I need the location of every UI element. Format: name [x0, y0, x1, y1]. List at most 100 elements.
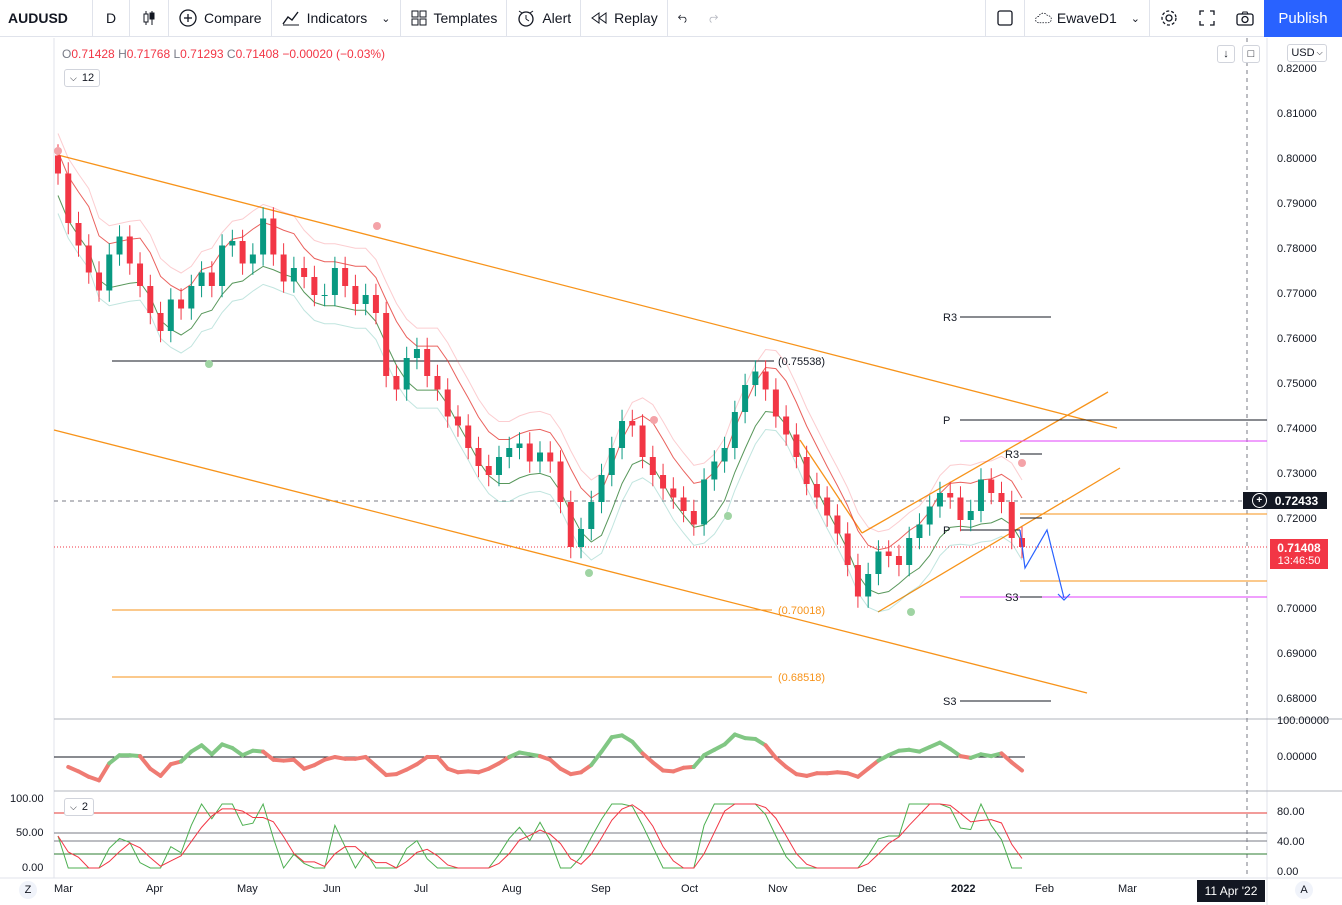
candle-body — [147, 286, 154, 313]
oscillator-segment — [948, 746, 963, 759]
trend-segment[interactable] — [799, 439, 863, 534]
candle-body — [301, 268, 308, 277]
oscillator-segment — [189, 743, 204, 754]
alert-button[interactable]: Alert — [507, 0, 580, 37]
candle-body — [998, 493, 1005, 502]
candle-body — [434, 376, 441, 390]
bollinger-bands — [57, 133, 1023, 613]
candle-body — [208, 272, 215, 286]
divider — [92, 0, 93, 37]
plus-circle-icon[interactable]: + — [1251, 493, 1267, 508]
oscillator-segment — [630, 739, 645, 756]
time-axis-label: Jun — [323, 883, 341, 895]
compare-button[interactable]: Compare — [169, 0, 271, 37]
candle-body — [967, 511, 974, 520]
candle-body — [619, 421, 626, 448]
osc-axis-label: 0.00000 — [1277, 751, 1317, 763]
arrow-down-icon: ↓ — [1223, 48, 1229, 60]
stochastic-series — [57, 802, 1023, 870]
expand-icon — [1199, 10, 1215, 26]
oscillator-segment — [599, 735, 614, 754]
oscillator-segment — [691, 753, 707, 769]
auto-scale-button[interactable]: A — [1295, 881, 1313, 899]
snapshot-button[interactable] — [1226, 0, 1264, 37]
candlestick-series — [55, 144, 1025, 608]
layout-name: EwaveD1 — [1056, 10, 1117, 26]
candle-body — [454, 416, 461, 426]
candle-body — [290, 268, 297, 282]
price-axis-label: 0.69000 — [1277, 648, 1317, 660]
divider — [580, 0, 582, 37]
settings-button[interactable] — [1150, 0, 1188, 37]
rising-channel-lower[interactable] — [877, 467, 1121, 613]
templates-button[interactable]: Templates — [401, 0, 507, 37]
camera-icon — [1236, 11, 1254, 26]
oscillator-segment — [138, 754, 153, 771]
oscillator-segment — [414, 755, 430, 767]
pivot-label: R3 — [943, 312, 957, 324]
price-axis-label: 0.79000 — [1277, 198, 1317, 210]
pivot-label: S3 — [943, 696, 956, 708]
projection-path[interactable] — [1019, 528, 1065, 599]
price-axis-label: 0.75000 — [1277, 378, 1317, 390]
candle-body — [485, 466, 492, 475]
currency-select[interactable]: USD ⌵ — [1287, 44, 1327, 62]
oscillator-segment — [866, 758, 881, 771]
indicators-toggle[interactable]: ⌵ 12 — [64, 69, 101, 87]
price-axis-label: 0.80000 — [1277, 153, 1317, 165]
plus-circle-icon — [179, 9, 197, 27]
divider — [168, 0, 169, 37]
candle-body — [813, 484, 820, 498]
fib-level-label: (0.70018) — [778, 605, 825, 617]
crosshair-date-tag: 11 Apr '22 — [1197, 880, 1265, 902]
divider — [1024, 0, 1025, 37]
rising-channel-upper[interactable] — [861, 391, 1109, 534]
fullscreen-button[interactable] — [1188, 0, 1226, 37]
undo-button[interactable] — [668, 0, 698, 37]
candle-body — [413, 349, 420, 358]
indicators-button[interactable]: Indicators ⌄ — [272, 0, 400, 37]
fullscreen-layout-button[interactable] — [986, 0, 1024, 37]
chevron-down-icon[interactable]: ⌄ — [381, 12, 391, 25]
candle-body — [188, 286, 195, 309]
templates-icon — [411, 10, 427, 26]
channel-lower-line[interactable] — [53, 429, 1088, 694]
candle-body — [660, 475, 667, 489]
chart-type-button[interactable] — [130, 0, 168, 37]
gear-icon — [1161, 10, 1177, 26]
oscillator-segment — [640, 751, 655, 765]
candle-body — [578, 529, 585, 547]
maximize-pane-button[interactable]: □ — [1242, 45, 1260, 63]
oscillator-segment — [363, 755, 378, 768]
layout-menu-button[interactable]: EwaveD1 ⌄ — [1025, 0, 1149, 37]
candle-body — [352, 286, 359, 304]
last-price: 0.71408 — [1277, 541, 1321, 555]
candle-body — [362, 295, 369, 304]
replay-button[interactable]: Replay — [581, 0, 667, 37]
restore-icon: □ — [1247, 48, 1255, 60]
candle-body — [167, 299, 174, 331]
alarm-clock-icon — [518, 10, 534, 27]
candle-body — [526, 443, 533, 462]
publish-button[interactable]: Publish — [1264, 0, 1342, 37]
price-axis-label: 0.68000 — [1277, 693, 1317, 705]
channel-upper-line[interactable] — [57, 154, 1118, 429]
candle-body — [762, 371, 769, 390]
scroll-down-button[interactable]: ↓ — [1217, 45, 1235, 63]
pivot-low-marker — [205, 360, 213, 368]
divider — [270, 0, 272, 37]
candle-body — [598, 475, 605, 502]
pane3-indicators-toggle[interactable]: ⌵ 2 — [64, 798, 94, 816]
interval-button[interactable]: D — [105, 10, 117, 26]
zoom-button[interactable]: Z — [19, 881, 37, 899]
redo-button[interactable] — [698, 0, 728, 37]
time-axis-label: Feb — [1035, 883, 1054, 895]
divider — [1149, 0, 1150, 37]
candle-body — [1008, 502, 1015, 538]
candle-body — [249, 254, 256, 264]
candle-body — [957, 497, 964, 520]
oscillator-segment — [589, 749, 604, 768]
symbol-search-button[interactable]: AUDUSD — [8, 10, 68, 26]
candle-body — [444, 389, 451, 417]
